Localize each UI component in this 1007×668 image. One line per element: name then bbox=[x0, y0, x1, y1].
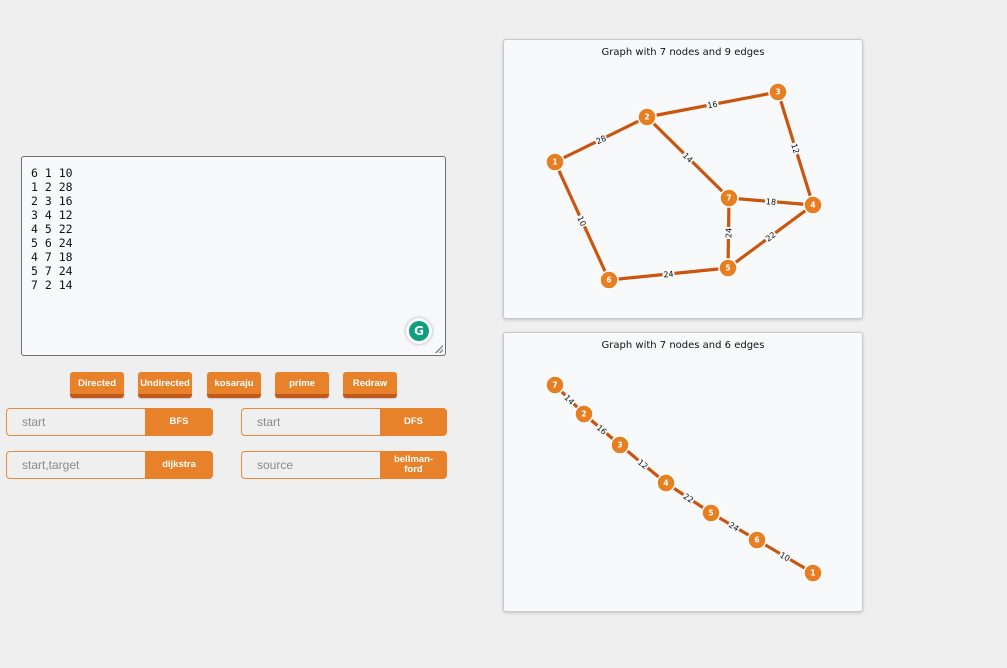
graph-node-3[interactable] bbox=[768, 82, 788, 102]
edge-label-background bbox=[777, 549, 793, 564]
graph-node-2[interactable] bbox=[574, 404, 594, 424]
edge-label-background bbox=[788, 141, 803, 156]
edge-weight-label: 12 bbox=[789, 142, 801, 154]
graph-node-5[interactable] bbox=[701, 503, 721, 523]
bfs-start-input[interactable]: start bbox=[6, 408, 146, 436]
undirected-button[interactable]: Undirected bbox=[138, 372, 192, 398]
graph-node-label: 4 bbox=[663, 479, 668, 488]
edge-label-background bbox=[764, 196, 778, 207]
graph-node-7[interactable] bbox=[545, 375, 565, 395]
graph-node-label: 6 bbox=[754, 536, 759, 545]
edge-weight-label: 10 bbox=[778, 550, 791, 563]
bfs-button[interactable]: BFS bbox=[145, 408, 213, 436]
edge-label-background bbox=[635, 456, 651, 472]
edge-label-background bbox=[574, 213, 590, 229]
edge-list-line: 1 2 28 bbox=[31, 180, 73, 194]
edge-weight-label: 10 bbox=[575, 215, 587, 228]
directed-button[interactable]: Directed bbox=[70, 372, 124, 398]
edge-list-line: 4 5 22 bbox=[31, 222, 73, 236]
bellman-source-input[interactable]: source bbox=[241, 451, 381, 479]
edge-weight-label: 28 bbox=[595, 134, 608, 147]
edge-list-line: 5 7 24 bbox=[31, 264, 73, 278]
edge-list-line: 6 1 10 bbox=[31, 166, 73, 180]
edge-weight-label: 24 bbox=[727, 520, 740, 533]
graph-node-label: 3 bbox=[775, 88, 780, 97]
graph-node-1[interactable] bbox=[803, 563, 823, 583]
edge-list-line: 7 2 14 bbox=[31, 278, 73, 292]
graph-node-label: 6 bbox=[606, 276, 611, 285]
edge-label-background bbox=[680, 149, 696, 166]
bellman-ford-button[interactable]: bellman-ford bbox=[380, 451, 447, 479]
graph-node-label: 7 bbox=[726, 194, 731, 203]
graph-title-1: Graph with 7 nodes and 9 edges bbox=[601, 47, 765, 58]
edge-label-background bbox=[594, 421, 610, 438]
dfs-button[interactable]: DFS bbox=[380, 408, 447, 436]
graph-node-2[interactable] bbox=[637, 107, 657, 127]
edge-label-background bbox=[762, 228, 779, 245]
edge-list-line: 3 4 12 bbox=[31, 208, 73, 222]
graph-node-4[interactable] bbox=[656, 473, 676, 493]
dijkstra-button[interactable]: dijkstra bbox=[145, 451, 213, 479]
graph-node-label: 3 bbox=[617, 441, 622, 450]
graph-node-6[interactable] bbox=[599, 270, 619, 290]
graph-panel-1: Graph with 7 nodes and 9 edges 10 28 16 12 2… bbox=[503, 39, 863, 319]
prime-button[interactable]: prime bbox=[275, 372, 329, 398]
edge-label-background bbox=[680, 490, 697, 506]
graph-node-7[interactable] bbox=[719, 188, 739, 208]
edge-weight-label: 16 bbox=[707, 100, 719, 111]
graph-node-3[interactable] bbox=[610, 435, 630, 455]
dijkstra-input[interactable]: start,target bbox=[6, 451, 146, 479]
graph-node-label: 1 bbox=[810, 569, 815, 578]
edge-label-background bbox=[726, 519, 742, 534]
edge-label-background bbox=[723, 226, 734, 240]
graph-node-label: 1 bbox=[552, 158, 557, 167]
edge-label-background bbox=[662, 268, 675, 280]
graph-node-label: 2 bbox=[581, 410, 586, 419]
graph-title-2: Graph with 7 nodes and 6 edges bbox=[601, 340, 765, 351]
kosaraju-button[interactable]: kosaraju bbox=[207, 372, 261, 398]
dfs-start-input[interactable]: start bbox=[241, 408, 381, 436]
edge-list-textarea[interactable]: 6 1 10 1 2 28 2 3 16 3 4 12 4 5 22 5 6 24 4 7 … bbox=[21, 156, 446, 356]
graph-panel-2: Graph with 7 nodes and 6 edges 14 16 12 22 2… bbox=[503, 332, 863, 612]
edge-weight-label: 24 bbox=[724, 228, 733, 238]
graph-node-label: 5 bbox=[725, 264, 730, 273]
edge-weight-label: 24 bbox=[663, 270, 674, 280]
resize-grip-icon[interactable] bbox=[435, 345, 443, 353]
edge-list-line: 4 7 18 bbox=[31, 250, 73, 264]
graph-node-label: 5 bbox=[708, 509, 713, 518]
graph-node-label: 2 bbox=[644, 113, 649, 122]
grammarly-icon[interactable]: G bbox=[406, 318, 432, 344]
graph-node-6[interactable] bbox=[747, 530, 767, 550]
edge-label-background bbox=[705, 98, 720, 111]
graph-node-4[interactable] bbox=[803, 195, 823, 215]
graph-node-5[interactable] bbox=[718, 258, 738, 278]
edge-list-line: 5 6 24 bbox=[31, 236, 73, 250]
graph-node-label: 7 bbox=[552, 381, 557, 390]
edge-label-background bbox=[593, 132, 609, 147]
graph-node-1[interactable] bbox=[545, 152, 565, 172]
edge-weight-label: 18 bbox=[766, 197, 777, 207]
redraw-button[interactable]: Redraw bbox=[343, 372, 397, 398]
graph-node-label: 4 bbox=[810, 201, 815, 210]
edge-list-line: 2 3 16 bbox=[31, 194, 73, 208]
edge-label-background bbox=[561, 391, 578, 408]
